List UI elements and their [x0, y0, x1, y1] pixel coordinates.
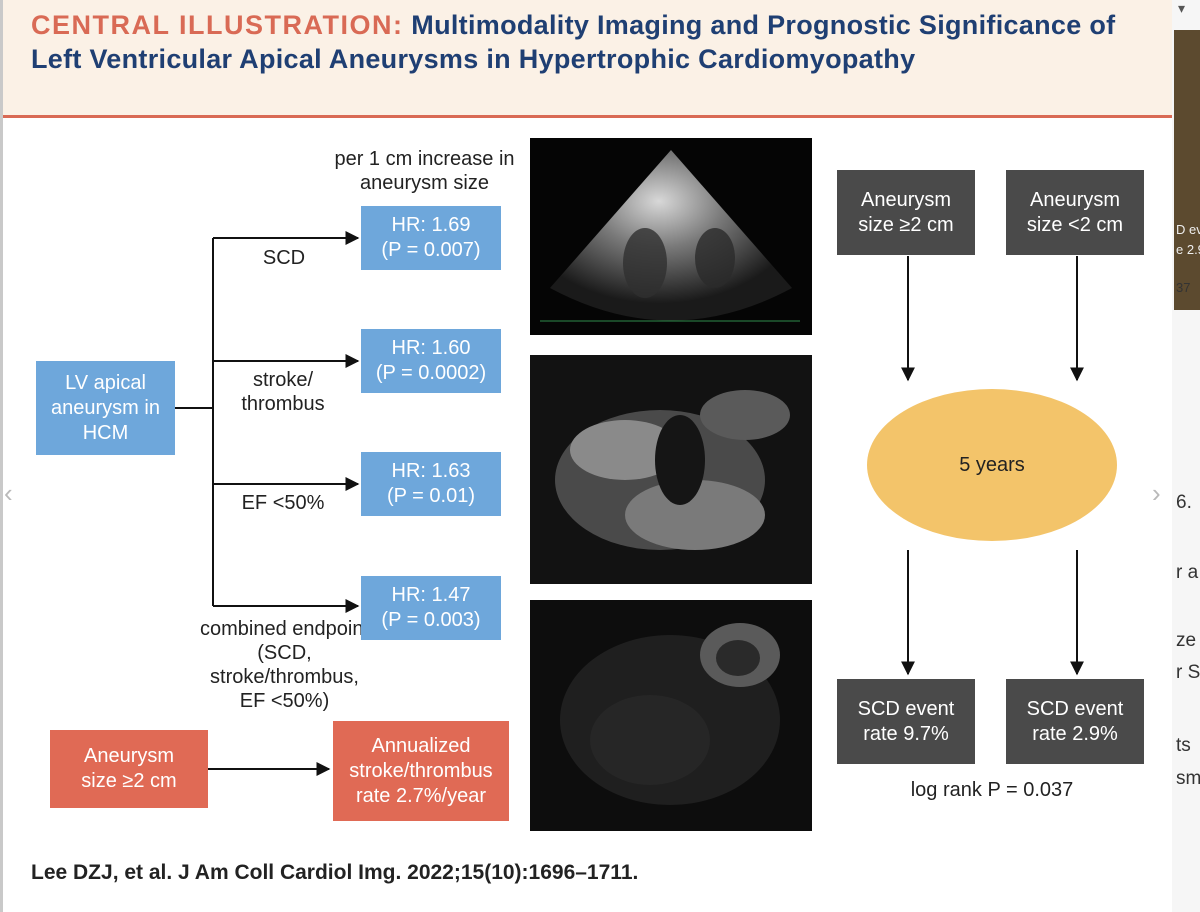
strip-text: r S	[1176, 662, 1200, 683]
cmr-cine-image	[530, 355, 812, 584]
hr-value: HR: 1.63	[391, 460, 471, 482]
strip-text: sm	[1176, 768, 1200, 789]
hr-value: HR: 1.60	[391, 337, 471, 359]
chevron-down-icon[interactable]: ▾	[1178, 0, 1186, 16]
strip-text: r a	[1176, 562, 1199, 583]
lge-cmr-graphic	[530, 600, 812, 831]
flow-connectors	[175, 231, 1084, 776]
hr-value: HR: 1.69	[391, 214, 471, 236]
aneurysm-small-box: Aneurysm size <2 cm	[1006, 170, 1144, 255]
central-illustration: CENTRAL ILLUSTRATION: Multimodality Imag…	[0, 0, 1175, 912]
p-value: (P = 0.007)	[381, 239, 481, 261]
strip-text: e 2.9	[1176, 242, 1200, 257]
hr-value: HR: 1.47	[391, 584, 471, 606]
source-box: LV apical aneurysm in HCM	[36, 361, 175, 455]
next-arrow-icon[interactable]: ›	[1152, 478, 1161, 508]
title-text: Multimodality Imaging and Prognostic Sig…	[31, 10, 1116, 74]
p-value: (P = 0.003)	[381, 609, 481, 631]
hr-box-ef: HR: 1.63 (P = 0.01)	[361, 452, 501, 516]
strip-thumbnail	[1174, 30, 1200, 310]
aneurysm-size-box: Aneurysm size ≥2 cm	[50, 730, 208, 808]
p-value: (P = 0.0002)	[375, 362, 487, 384]
p-value: (P = 0.01)	[386, 485, 476, 507]
strip-text: 6.	[1176, 492, 1192, 513]
strip-text: ze	[1176, 630, 1197, 651]
scd-event-small-box: SCD event rate 2.9%	[1006, 679, 1144, 764]
strip-text: 37	[1176, 280, 1191, 295]
aneurysm-large-box: Aneurysm size ≥2 cm	[837, 170, 975, 255]
cmr-cine-graphic	[530, 355, 812, 584]
hr-box-stroke: HR: 1.60 (P = 0.0002)	[361, 329, 501, 393]
citation: Lee DZJ, et al. J Am Coll Cardiol Img. 2…	[31, 861, 639, 884]
strip-text: ts	[1176, 735, 1191, 756]
header: CENTRAL ILLUSTRATION: Multimodality Imag…	[3, 0, 1175, 118]
branch-label-combined: combined endpoint (SCD, stroke/thrombus,…	[199, 618, 369, 712]
page-title: CENTRAL ILLUSTRATION: Multimodality Imag…	[31, 8, 1151, 76]
echo-sector-graphic	[540, 150, 800, 322]
branch-label-scd: SCD	[262, 247, 306, 269]
scd-event-large-box: SCD event rate 9.7%	[837, 679, 975, 764]
branch-label-stroke: stroke/ thrombus	[241, 369, 325, 415]
lge-cmr-image	[530, 600, 812, 831]
previous-arrow-icon[interactable]: ‹	[4, 478, 13, 508]
strip-text: D ev	[1176, 222, 1200, 237]
branch-label-ef: EF <50%	[241, 492, 325, 514]
follow-up-ellipse: 5 years	[867, 389, 1117, 541]
per-cm-label: per 1 cm increase in aneurysm size	[334, 148, 515, 194]
annualized-rate-box: Annualized stroke/thrombus rate 2.7%/yea…	[333, 721, 509, 821]
logrank-label: log rank P = 0.037	[910, 779, 1074, 801]
hr-box-combined: HR: 1.47 (P = 0.003)	[361, 576, 501, 640]
title-label: CENTRAL ILLUSTRATION:	[31, 10, 404, 40]
echo-image	[530, 138, 812, 335]
adjacent-page-strip: ▾	[1172, 0, 1200, 912]
hr-box-scd: HR: 1.69 (P = 0.007)	[361, 206, 501, 270]
